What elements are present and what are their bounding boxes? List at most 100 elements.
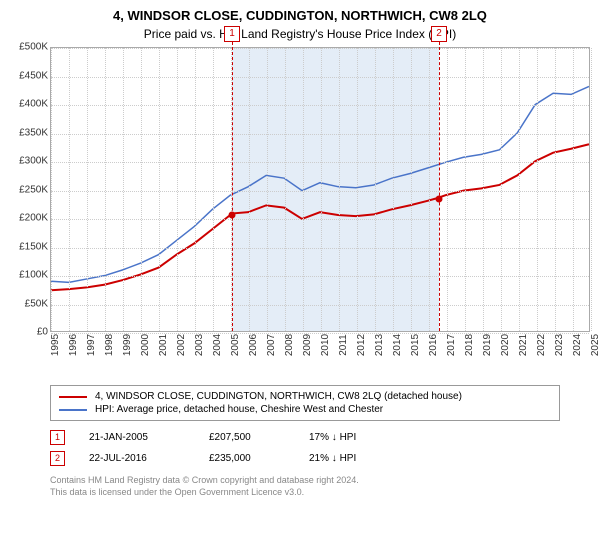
series-property bbox=[51, 144, 589, 290]
x-axis-label: 1999 bbox=[122, 334, 133, 356]
x-axis-label: 2018 bbox=[464, 334, 475, 356]
gridline bbox=[123, 48, 124, 331]
x-axis-label: 2014 bbox=[392, 334, 403, 356]
gridline bbox=[519, 48, 520, 331]
gridline bbox=[303, 48, 304, 331]
chart-title: 4, WINDSOR CLOSE, CUDDINGTON, NORTHWICH,… bbox=[0, 0, 600, 23]
transaction-table: 121-JAN-2005£207,50017% ↓ HPI 2 22-JUL-201… bbox=[50, 427, 560, 469]
gridline bbox=[105, 48, 106, 331]
x-axis-label: 2020 bbox=[500, 334, 511, 356]
x-axis-label: 2022 bbox=[536, 334, 547, 356]
gridline bbox=[267, 48, 268, 331]
transaction-diff: 17% ↓ HPI bbox=[309, 432, 429, 443]
gridline bbox=[51, 77, 589, 78]
gridline bbox=[141, 48, 142, 331]
y-axis-label: £350K bbox=[19, 127, 48, 138]
x-axis-label: 2021 bbox=[518, 334, 529, 356]
plot-area: 12 bbox=[50, 47, 590, 332]
x-axis-label: 2007 bbox=[266, 334, 277, 356]
gridline bbox=[285, 48, 286, 331]
marker-flag: 2 bbox=[431, 26, 447, 42]
marker-flag: 1 bbox=[224, 26, 240, 42]
gridline bbox=[555, 48, 556, 331]
x-axis-label: 2006 bbox=[248, 334, 259, 356]
x-axis-label: 2023 bbox=[554, 334, 565, 356]
gridline bbox=[393, 48, 394, 331]
x-axis-label: 2012 bbox=[356, 334, 367, 356]
y-axis-label: £100K bbox=[19, 270, 48, 281]
x-axis-label: 2002 bbox=[176, 334, 187, 356]
legend-label: 4, WINDSOR CLOSE, CUDDINGTON, NORTHWICH,… bbox=[95, 391, 462, 402]
gridline bbox=[87, 48, 88, 331]
y-axis-label: £200K bbox=[19, 213, 48, 224]
gridline bbox=[51, 219, 589, 220]
y-axis-label: £150K bbox=[19, 241, 48, 252]
transaction-row: 121-JAN-2005£207,50017% ↓ HPI bbox=[50, 427, 560, 448]
gridline bbox=[483, 48, 484, 331]
legend-item: HPI: Average price, detached house, Ches… bbox=[59, 403, 551, 416]
transaction-row: 2 22-JUL-2016£235,00021% ↓ HPI bbox=[50, 448, 560, 469]
gridline bbox=[573, 48, 574, 331]
transaction-marker: 2 bbox=[50, 451, 65, 466]
transaction-price: £235,000 bbox=[209, 453, 309, 464]
x-axis-label: 1995 bbox=[50, 334, 61, 356]
gridline bbox=[51, 248, 589, 249]
chart-legend: 4, WINDSOR CLOSE, CUDDINGTON, NORTHWICH,… bbox=[50, 385, 560, 421]
x-axis-label: 2009 bbox=[302, 334, 313, 356]
chart-lines bbox=[51, 48, 589, 331]
gridline bbox=[411, 48, 412, 331]
gridline bbox=[51, 134, 589, 135]
gridline bbox=[321, 48, 322, 331]
marker-line bbox=[439, 42, 440, 331]
gridline bbox=[537, 48, 538, 331]
x-axis-label: 2011 bbox=[338, 334, 349, 356]
legend-item: 4, WINDSOR CLOSE, CUDDINGTON, NORTHWICH,… bbox=[59, 390, 551, 403]
x-axis-label: 2001 bbox=[158, 334, 169, 356]
price-chart: 12 £0£50K£100K£150K£200K£250K£300K£350K£… bbox=[40, 47, 600, 377]
x-axis-label: 2008 bbox=[284, 334, 295, 356]
transaction-date: 21-JAN-2005 bbox=[89, 432, 209, 443]
x-axis-label: 2016 bbox=[428, 334, 439, 356]
y-axis-label: £0 bbox=[37, 327, 48, 338]
gridline bbox=[51, 48, 52, 331]
gridline bbox=[357, 48, 358, 331]
legend-label: HPI: Average price, detached house, Ches… bbox=[95, 404, 383, 415]
gridline bbox=[51, 305, 589, 306]
x-axis-label: 2024 bbox=[572, 334, 583, 356]
footnote-line: Contains HM Land Registry data © Crown c… bbox=[50, 475, 560, 487]
x-axis-label: 2013 bbox=[374, 334, 385, 356]
gridline bbox=[51, 162, 589, 163]
footnote-line: This data is licensed under the Open Gov… bbox=[50, 487, 560, 499]
gridline bbox=[465, 48, 466, 331]
y-axis-label: £250K bbox=[19, 184, 48, 195]
x-axis-label: 2004 bbox=[212, 334, 223, 356]
gridline bbox=[591, 48, 592, 331]
marker-line bbox=[232, 42, 233, 331]
gridline bbox=[51, 48, 589, 49]
x-axis-label: 1997 bbox=[86, 334, 97, 356]
x-axis-label: 2005 bbox=[230, 334, 241, 356]
gridline bbox=[249, 48, 250, 331]
gridline bbox=[159, 48, 160, 331]
gridline bbox=[447, 48, 448, 331]
x-axis-label: 1996 bbox=[68, 334, 79, 356]
footnote: Contains HM Land Registry data © Crown c… bbox=[50, 475, 560, 498]
y-axis-label: £300K bbox=[19, 156, 48, 167]
chart-subtitle: Price paid vs. HM Land Registry's House … bbox=[0, 23, 600, 47]
gridline bbox=[69, 48, 70, 331]
x-axis-label: 2019 bbox=[482, 334, 493, 356]
gridline bbox=[51, 105, 589, 106]
transaction-date: 22-JUL-2016 bbox=[89, 453, 209, 464]
legend-swatch bbox=[59, 409, 87, 411]
y-axis-label: £500K bbox=[19, 42, 48, 53]
x-axis-label: 2000 bbox=[140, 334, 151, 356]
gridline bbox=[51, 276, 589, 277]
gridline bbox=[195, 48, 196, 331]
gridline bbox=[429, 48, 430, 331]
gridline bbox=[177, 48, 178, 331]
transaction-diff: 21% ↓ HPI bbox=[309, 453, 429, 464]
y-axis-label: £450K bbox=[19, 70, 48, 81]
transaction-price: £207,500 bbox=[209, 432, 309, 443]
series-hpi bbox=[51, 86, 589, 282]
y-axis-label: £50K bbox=[25, 298, 48, 309]
